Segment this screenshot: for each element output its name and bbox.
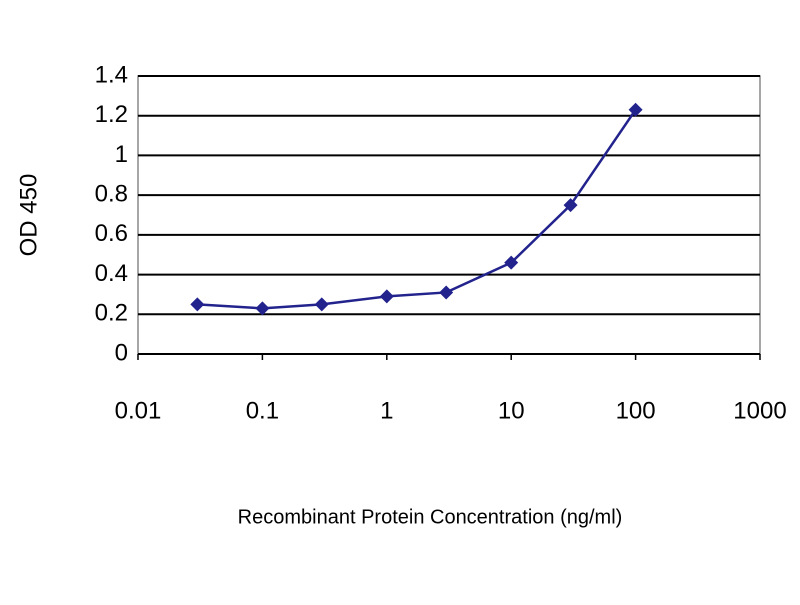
- data-point: [504, 255, 519, 270]
- x-tick-label: 10: [498, 397, 525, 424]
- x-tick-label: 1: [380, 397, 393, 424]
- y-tick-label: 0: [115, 339, 128, 366]
- y-tick-label: 0.8: [95, 180, 128, 207]
- x-tick-label: 100: [616, 397, 656, 424]
- data-point: [255, 301, 270, 316]
- y-tick-label: 1: [115, 141, 128, 168]
- y-tick-label: 0.4: [95, 260, 128, 287]
- x-tick-label: 0.1: [246, 397, 279, 424]
- data-point: [379, 289, 394, 304]
- data-point: [563, 198, 578, 213]
- y-tick-label: 0.6: [95, 220, 128, 247]
- plot-area: [137, 75, 761, 355]
- data-point: [190, 297, 205, 312]
- data-point: [628, 102, 643, 117]
- y-axis-label: OD 450: [15, 174, 42, 257]
- y-tick-label: 0.2: [95, 300, 128, 327]
- y-tick-label: 1.4: [95, 61, 128, 88]
- x-tick-label: 1000: [733, 397, 786, 424]
- y-tick-label: 1.2: [95, 101, 128, 128]
- x-tick-label: 0.01: [115, 397, 162, 424]
- x-axis-label: Recombinant Protein Concentration (ng/ml…: [238, 506, 623, 528]
- data-line: [197, 109, 637, 310]
- data-point: [314, 297, 329, 312]
- data-point: [439, 285, 454, 300]
